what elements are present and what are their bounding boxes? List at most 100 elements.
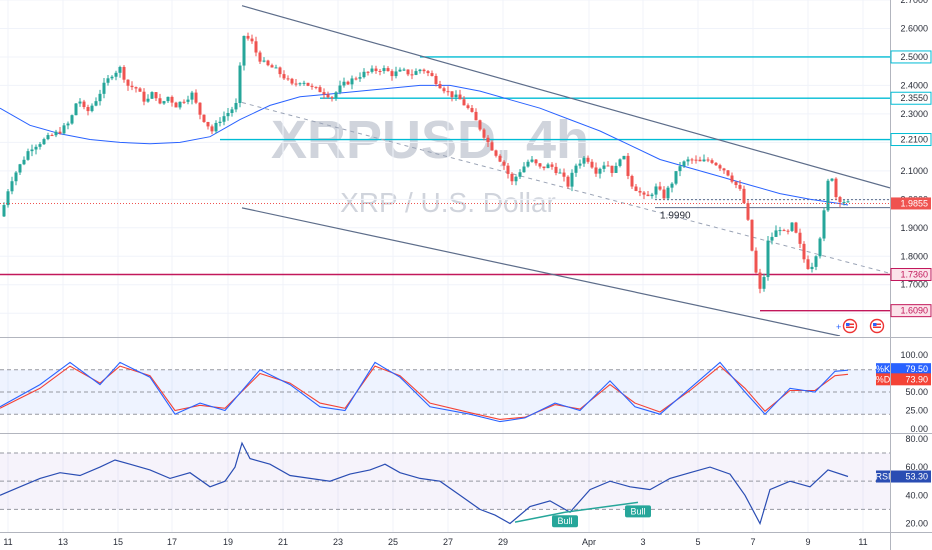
candle-body <box>298 83 302 85</box>
bull-label-box[interactable] <box>552 515 578 528</box>
stochastic-axis-tick: 0.00 <box>910 424 928 434</box>
stochastic-d-line <box>0 365 849 420</box>
candle-body <box>62 125 66 134</box>
candle-body <box>798 232 802 244</box>
time-axis-tick: 29 <box>498 537 508 547</box>
rsi-axis[interactable]: 80.00 60.00 40.00 20.00 <box>905 434 928 529</box>
candle-body <box>554 166 558 174</box>
candle-body <box>374 68 378 71</box>
candle-body <box>782 230 786 232</box>
indicator-name-tag <box>876 470 890 483</box>
candle-body <box>730 175 734 182</box>
indicator-value-tag <box>891 363 931 376</box>
candle-body <box>506 165 510 174</box>
candle-body <box>58 131 62 134</box>
candle-body <box>802 243 806 260</box>
rsi-axis-tick: 80.00 <box>905 434 928 444</box>
level-tag <box>890 91 932 105</box>
price-tags: 2.5000 2.3550 2.2100 1.7360 1.6090 1.9855 %K 79… <box>875 50 932 483</box>
time-axis-tick: Apr <box>582 537 596 547</box>
plus-icon[interactable]: + <box>836 322 841 332</box>
bull-divergence-line[interactable] <box>514 511 566 523</box>
candle-body <box>646 194 650 197</box>
candle-body <box>170 96 174 103</box>
candle-body <box>418 69 422 72</box>
candle-body <box>534 159 538 164</box>
candle-body <box>838 197 842 203</box>
time-axis-tick: 23 <box>333 537 343 547</box>
candle-body <box>622 155 626 160</box>
channel-lines[interactable] <box>241 5 890 336</box>
candle-body <box>578 163 582 166</box>
time-axis-tick: 21 <box>278 537 288 547</box>
candle-body <box>426 71 430 74</box>
candle-body <box>346 81 350 85</box>
level-tag <box>890 304 932 318</box>
level-tag <box>890 50 932 64</box>
candle-body <box>566 176 570 187</box>
horizontal-levels[interactable] <box>0 56 890 312</box>
candle-body <box>134 87 138 89</box>
candle-body <box>450 91 454 98</box>
price-axis-tick: 1.8000 <box>900 251 928 261</box>
candle-body <box>246 35 250 39</box>
candle-body <box>630 175 634 187</box>
candle-body <box>326 94 330 98</box>
candle-body <box>670 183 674 188</box>
candle-body <box>30 149 34 152</box>
candle-body <box>494 150 498 156</box>
bull-divergence-line[interactable] <box>564 501 639 513</box>
level-tag-label: 2.3550 <box>900 93 928 103</box>
time-axis-tick: 11 <box>3 537 12 547</box>
candle-body <box>354 78 358 80</box>
candle-body <box>218 121 222 123</box>
us-flag-icon[interactable] <box>842 318 858 334</box>
candle-body <box>606 165 610 167</box>
candle-body <box>370 68 374 72</box>
candle-body <box>778 230 782 232</box>
bull-label-box[interactable] <box>625 505 651 518</box>
indicator-value-label: 79.50 <box>905 364 928 374</box>
candle-body <box>174 102 178 108</box>
candle-body <box>726 170 730 176</box>
rsi-divergences[interactable]: Bull Bull <box>514 501 651 528</box>
candle-body <box>410 74 414 76</box>
indicator-value-tag <box>891 470 931 483</box>
candle-body <box>674 171 678 184</box>
candle-body <box>610 165 614 173</box>
candle-body <box>290 78 294 84</box>
candle-body <box>14 172 18 182</box>
time-axis[interactable]: 11 13 15 17 19 21 23 25 27 29 Apr 3 5 7 9 11 <box>3 537 867 547</box>
candle-body <box>478 120 482 130</box>
candle-body <box>98 93 102 102</box>
candle-body <box>654 186 658 195</box>
candle-body <box>38 144 42 147</box>
candle-body <box>338 85 342 93</box>
candlesticks <box>0 32 890 294</box>
candle-body <box>574 165 578 173</box>
candle-body <box>114 72 118 77</box>
candle-body <box>666 187 670 199</box>
us-flag-icon[interactable] <box>869 318 885 334</box>
candle-body <box>518 172 522 177</box>
candle-body <box>266 60 270 66</box>
candle-body <box>662 189 666 199</box>
time-axis-tick: 19 <box>223 537 233 547</box>
level-tag-label: 1.6090 <box>900 306 928 316</box>
candle-body <box>522 166 526 173</box>
stochastic-k-line <box>0 361 849 423</box>
candle-body <box>762 277 766 289</box>
candle-body <box>206 121 210 127</box>
candle-body <box>482 129 486 138</box>
candle-body <box>390 71 394 77</box>
channel-line-solid[interactable] <box>241 5 890 189</box>
candle-body <box>414 71 418 75</box>
candle-body <box>682 161 686 167</box>
channel-line-solid[interactable] <box>241 207 841 336</box>
candle-body <box>422 69 426 72</box>
candle-body <box>102 82 106 94</box>
candle-body <box>42 139 46 145</box>
candle-body <box>690 159 694 161</box>
